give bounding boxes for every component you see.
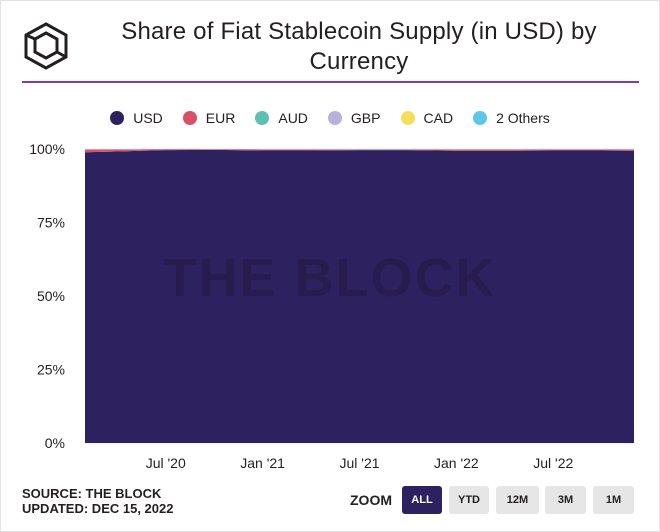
y-tick-label: 50%: [37, 288, 65, 304]
source-note: SOURCE: THE BLOCK UPDATED: DEC 15, 2022: [22, 486, 173, 516]
legend-item-2-others[interactable]: 2 Others: [473, 110, 550, 126]
zoom-button-ytd[interactable]: YTD: [449, 486, 489, 514]
legend-label: USD: [133, 110, 163, 126]
legend-label: EUR: [205, 110, 236, 126]
legend-item-usd[interactable]: USD: [110, 110, 163, 126]
legend-swatch: [110, 111, 125, 125]
chart-legend: USD EUR AUD GBP CAD 2 Others: [0, 108, 660, 128]
x-tick-label: Jan '22: [434, 455, 479, 471]
legend-label: 2 Others: [496, 110, 550, 126]
legend-swatch: [182, 111, 197, 125]
source-text: SOURCE: THE BLOCK: [22, 486, 162, 501]
legend-swatch: [327, 111, 342, 125]
area-chart: 0% 25% 50% 75% 100% THE BLOCK Jul '20 Jan '21 Ju…: [29, 141, 634, 471]
title-divider: [22, 81, 639, 83]
y-tick-label: 75%: [37, 215, 65, 231]
zoom-button-all[interactable]: ALL: [402, 486, 442, 514]
y-tick-label: 100%: [29, 141, 65, 157]
legend-item-eur[interactable]: EUR: [182, 110, 236, 126]
legend-label: CAD: [423, 110, 454, 126]
legend-swatch: [400, 111, 415, 125]
legend-label: AUD: [278, 110, 308, 126]
zoom-label: ZOOM: [350, 492, 392, 508]
legend-item-aud[interactable]: AUD: [255, 110, 308, 126]
area-series-usd: [85, 149, 634, 443]
legend-label: GBP: [350, 110, 381, 126]
x-tick-label: Jul '22: [533, 455, 573, 471]
updated-text: UPDATED: DEC 15, 2022: [22, 501, 174, 516]
zoom-button-3m[interactable]: 3M: [545, 486, 586, 514]
y-tick-label: 25%: [37, 362, 65, 378]
legend-swatch: [473, 111, 488, 125]
area-series-eur: [85, 149, 634, 153]
y-tick-label: 0%: [45, 435, 65, 451]
legend-item-gbp[interactable]: GBP: [327, 110, 381, 126]
legend-swatch: [255, 111, 270, 125]
zoom-button-1m[interactable]: 1M: [593, 486, 634, 514]
legend-item-cad[interactable]: CAD: [400, 110, 454, 126]
x-tick-label: Jul '20: [146, 455, 186, 471]
the-block-logo-icon: [24, 22, 68, 70]
chart-title: Share of Fiat Stablecoin Supply (in USD)…: [121, 18, 597, 75]
zoom-button-12m[interactable]: 12M: [496, 486, 539, 514]
x-tick-label: Jul '21: [339, 455, 379, 471]
x-tick-label: Jan '21: [240, 455, 285, 471]
watermark-text: THE BLOCK: [164, 248, 497, 308]
